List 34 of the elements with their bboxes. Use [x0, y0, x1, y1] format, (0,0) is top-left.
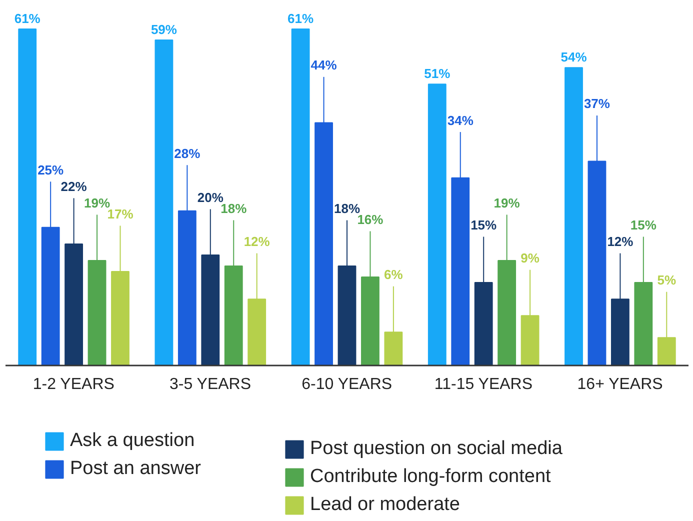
- data-label: 44%: [310, 58, 338, 73]
- data-label: 37%: [584, 96, 610, 112]
- x-tick-label: 16+ YEARS: [577, 376, 663, 394]
- data-label: 25%: [38, 162, 64, 178]
- data-label: 61%: [288, 11, 314, 26]
- data-label: 6%: [384, 267, 404, 282]
- x-tick-label: 1-2 YEARS: [32, 376, 114, 394]
- data-label: 28%: [174, 146, 201, 161]
- bar: [428, 84, 446, 366]
- data-label: 34%: [447, 112, 474, 128]
- legend-label: Contribute long-form content: [310, 466, 551, 488]
- data-label: 51%: [424, 66, 451, 82]
- x-tick-label: 3-5 YEARS: [169, 376, 252, 394]
- bar: [291, 28, 310, 366]
- legend-label: Lead or moderate: [310, 494, 460, 516]
- data-label: 9%: [520, 250, 540, 266]
- bar: [18, 28, 37, 366]
- data-label: 19%: [494, 195, 520, 210]
- legend-label: Ask a question: [70, 430, 195, 452]
- data-label: 5%: [657, 272, 676, 288]
- bar: [564, 67, 583, 366]
- legend-label: Post question on social media: [310, 438, 562, 460]
- data-label: 54%: [560, 50, 588, 65]
- bar: [154, 40, 174, 366]
- data-label: 59%: [150, 22, 178, 38]
- x-tick-label: 11-15 YEARS: [434, 376, 533, 394]
- legend-label: Post an answer: [70, 458, 201, 480]
- data-label: 15%: [470, 217, 498, 232]
- data-label: 22%: [60, 178, 88, 194]
- data-label: 12%: [607, 234, 634, 250]
- data-label: 12%: [244, 234, 270, 250]
- x-tick-label: 6-10 YEARS: [302, 376, 392, 394]
- data-label: 15%: [630, 217, 657, 232]
- data-label: 61%: [14, 11, 41, 26]
